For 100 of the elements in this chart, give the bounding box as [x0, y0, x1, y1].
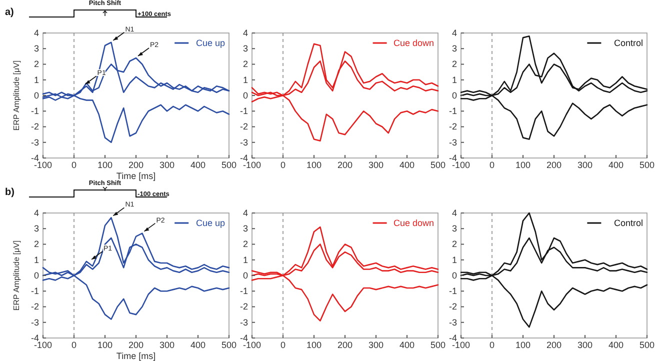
x-tick-label: 200 [128, 160, 144, 170]
y-tick-label: -2 [30, 122, 39, 132]
y-tick-label: 1 [452, 254, 457, 265]
y-tick-label: 3 [242, 224, 248, 234]
x-tick-label: 0 [71, 160, 77, 170]
x-tick-label: -100 [452, 160, 470, 170]
x-tick-label: 100 [306, 160, 322, 170]
x-tick-label: 100 [97, 340, 113, 350]
y-tick-label: -3 [240, 317, 248, 328]
x-tick-label: 200 [337, 160, 353, 170]
x-tick-label: -100 [34, 160, 52, 170]
y-tick-label: 4 [452, 208, 457, 218]
x-axis-title: Time [ms] [116, 351, 156, 361]
legend-label: Cue up [196, 38, 225, 48]
legend-label: Control [614, 218, 643, 228]
y-axis-title: ERP Amplitude [μV] [12, 60, 21, 131]
y-tick-label: -4 [240, 152, 248, 163]
x-tick-label: 500 [430, 160, 446, 170]
y-tick-label: 4 [452, 28, 457, 38]
y-tick-label: 4 [242, 28, 248, 38]
x-tick-label: 400 [608, 340, 624, 350]
y-tick-label: -3 [30, 137, 39, 148]
y-tick-label: -1 [240, 286, 248, 296]
y-tick-label: 1 [34, 254, 39, 265]
legend-label: Cue up [196, 218, 225, 228]
legend-label: Cue down [393, 218, 434, 228]
x-tick-label: 400 [190, 340, 206, 350]
x-tick-label: 200 [546, 160, 562, 170]
y-tick-label: -2 [240, 122, 248, 132]
y-tick-label: 4 [242, 208, 248, 218]
y-tick-label: -2 [448, 302, 457, 312]
x-tick-label: 200 [128, 340, 144, 350]
y-tick-label: 2 [242, 59, 248, 70]
x-tick-label: 100 [97, 160, 113, 170]
y-tick-label: -1 [30, 106, 39, 116]
y-tick-label: -4 [30, 332, 39, 343]
y-tick-label: -1 [240, 106, 248, 116]
y-tick-label: -2 [448, 122, 457, 132]
x-tick-label: 100 [306, 340, 322, 350]
y-tick-label: -2 [240, 302, 248, 312]
y-axis-title: ERP Amplitude [μV] [12, 240, 21, 311]
y-tick-label: 3 [452, 224, 457, 234]
x-tick-label: 500 [221, 340, 237, 350]
y-tick-label: 4 [34, 28, 39, 38]
x-tick-label: 400 [399, 160, 415, 170]
x-tick-label: 200 [546, 340, 562, 350]
x-axis-title: Time [ms] [116, 171, 156, 181]
y-tick-label: -2 [30, 302, 39, 312]
x-tick-label: 400 [608, 160, 624, 170]
x-tick-label: 300 [577, 340, 593, 350]
y-tick-label: -1 [448, 106, 457, 116]
y-tick-label: 0 [242, 270, 248, 280]
y-tick-label: 2 [34, 59, 39, 70]
y-tick-label: 3 [34, 44, 39, 54]
x-tick-label: 500 [639, 340, 655, 350]
y-tick-label: -4 [30, 152, 39, 163]
y-tick-label: 4 [34, 208, 39, 218]
y-tick-label: 2 [34, 239, 39, 250]
y-tick-label: 2 [452, 239, 457, 250]
x-tick-label: 500 [639, 160, 655, 170]
x-tick-label: 300 [577, 160, 593, 170]
y-tick-label: 1 [452, 74, 457, 85]
x-tick-label: 0 [71, 340, 77, 350]
text: b) [5, 187, 14, 198]
x-tick-label: 100 [515, 340, 531, 350]
y-tick-label: -4 [448, 332, 457, 343]
x-tick-label: 300 [368, 340, 384, 350]
legend-label: Control [614, 38, 643, 48]
text: a) [5, 7, 14, 18]
y-tick-label: 3 [242, 44, 248, 54]
y-tick-label: 0 [452, 90, 457, 100]
x-tick-label: -100 [34, 340, 52, 350]
x-tick-label: 0 [489, 340, 495, 350]
x-tick-label: 0 [280, 160, 286, 170]
x-tick-label: 500 [430, 340, 446, 350]
y-tick-label: -3 [448, 317, 457, 328]
x-tick-label: 300 [159, 340, 175, 350]
y-tick-label: -1 [30, 286, 39, 296]
y-tick-label: 0 [452, 270, 457, 280]
y-tick-label: 1 [242, 254, 248, 265]
x-tick-label: 300 [368, 160, 384, 170]
x-tick-label: 100 [515, 160, 531, 170]
x-tick-label: -100 [452, 340, 470, 350]
legend-label: Cue down [393, 38, 434, 48]
y-tick-label: -4 [448, 152, 457, 163]
y-tick-label: 2 [242, 239, 248, 250]
x-tick-label: 300 [159, 160, 175, 170]
x-tick-label: 400 [399, 340, 415, 350]
x-tick-label: -100 [242, 340, 262, 350]
y-tick-label: 3 [452, 44, 457, 54]
y-tick-label: 2 [452, 59, 457, 70]
x-tick-label: 0 [280, 340, 286, 350]
y-tick-label: 0 [34, 90, 39, 100]
x-tick-label: -100 [242, 160, 262, 170]
x-tick-label: 200 [337, 340, 353, 350]
x-tick-label: 500 [221, 160, 237, 170]
y-tick-label: 0 [242, 90, 248, 100]
y-tick-label: 3 [34, 224, 39, 234]
y-tick-label: 0 [34, 270, 39, 280]
y-tick-label: -4 [240, 332, 248, 343]
